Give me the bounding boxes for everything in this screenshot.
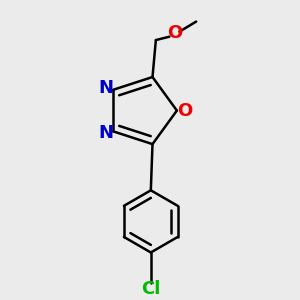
Text: Cl: Cl [141,280,161,298]
Text: O: O [177,102,192,120]
Text: N: N [99,79,114,97]
Text: O: O [167,24,182,42]
Text: N: N [99,124,114,142]
